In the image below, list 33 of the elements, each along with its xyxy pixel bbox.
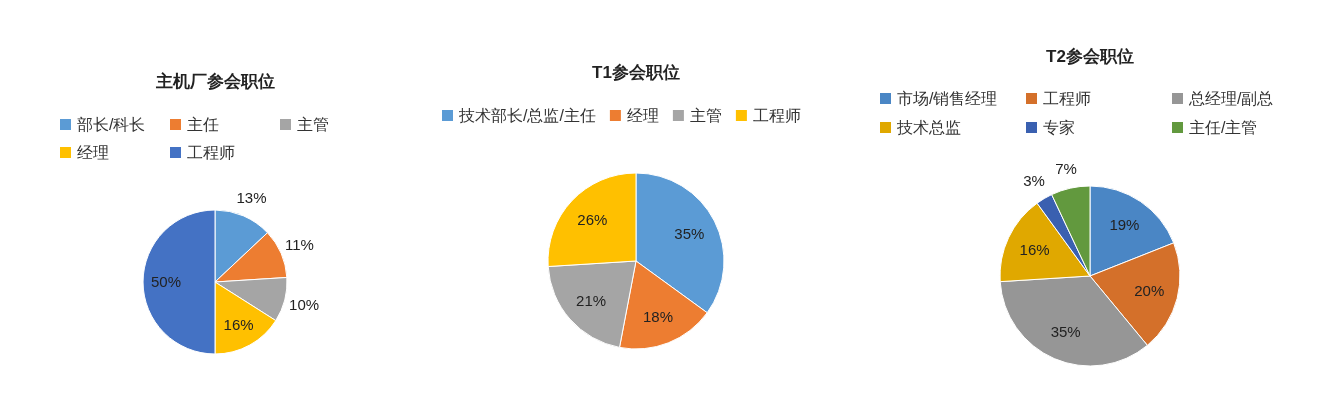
data-label: 35% <box>674 224 705 242</box>
data-label: 35% <box>1050 323 1081 341</box>
legend-label: 工程师 <box>752 107 801 124</box>
data-label: 3% <box>1023 172 1045 190</box>
legend-label: 经理 <box>626 107 659 124</box>
data-label: 50% <box>151 273 182 290</box>
chart-title: T1参会职位 <box>592 63 680 82</box>
data-label: 10% <box>289 295 320 313</box>
data-label: 18% <box>643 307 674 325</box>
data-label: 13% <box>236 188 267 206</box>
legend-label: 工程师 <box>1043 90 1091 107</box>
legend-label: 技术总监 <box>896 119 961 136</box>
legend-label: 主任 <box>187 116 219 133</box>
data-label: 11% <box>284 236 314 254</box>
legend-label: 市场/销售经理 <box>897 90 998 107</box>
data-label: 16% <box>223 315 254 333</box>
legend-label: 经理 <box>77 144 109 161</box>
legend-label: 主任/主管 <box>1189 119 1258 136</box>
legend-label: 部长/科长 <box>77 116 146 133</box>
legend-label: 主管 <box>297 116 329 133</box>
legend-label: 主管 <box>689 107 722 124</box>
data-label: 16% <box>1019 240 1050 258</box>
legend-label: 工程师 <box>187 144 235 161</box>
legend-label: 专家 <box>1043 119 1075 136</box>
chart-title: T2参会职位 <box>1046 47 1134 66</box>
legend-label: 总经理/副总 <box>1188 90 1274 107</box>
data-label: 26% <box>577 211 608 229</box>
chart-title: 主机厂参会职位 <box>154 72 275 91</box>
data-label: 21% <box>576 291 607 309</box>
data-label: 19% <box>1109 216 1140 234</box>
data-label: 20% <box>1134 282 1165 300</box>
legend-label: 技术部长/总监/主任 <box>458 107 596 124</box>
data-label: 7% <box>1055 159 1077 177</box>
